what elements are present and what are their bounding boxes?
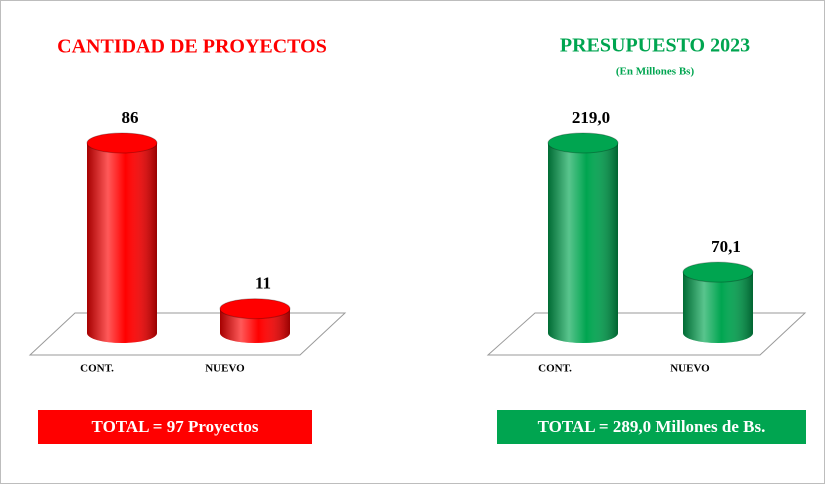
- floor: [28, 312, 347, 356]
- floor: [486, 312, 807, 356]
- total-label: TOTAL = 97 Proyectos: [92, 417, 259, 436]
- bar-top: [547, 132, 619, 154]
- total-label: TOTAL = 289,0 Millones de Bs.: [538, 417, 766, 436]
- bar-shade: [87, 143, 157, 343]
- bar-shade: [683, 272, 753, 343]
- bar-top: [86, 132, 158, 154]
- x-tick-label: NUEVO: [670, 363, 710, 375]
- chart-subtitle: (En Millones Bs): [616, 66, 695, 78]
- chart-title: PRESUPUESTO 2023: [560, 35, 750, 57]
- x-tick-label: CONT.: [80, 363, 114, 375]
- value-label: 70,1: [711, 237, 741, 256]
- value-label: 219,0: [572, 108, 610, 127]
- x-tick-label: CONT.: [538, 363, 572, 375]
- value-label: 86: [122, 108, 139, 127]
- total-box: [38, 410, 312, 444]
- bar-top: [682, 261, 754, 283]
- chart-title: CANTIDAD DE PROYECTOS: [57, 36, 327, 58]
- value-label: 11: [255, 274, 271, 293]
- x-tick-label: NUEVO: [205, 363, 245, 375]
- bar-shade: [548, 143, 618, 343]
- total-box: [497, 410, 806, 444]
- bar-top: [219, 298, 291, 320]
